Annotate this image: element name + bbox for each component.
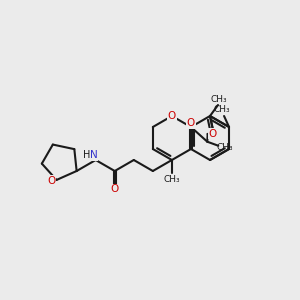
Text: CH₃: CH₃ <box>217 143 234 152</box>
Text: N: N <box>90 150 98 160</box>
Text: O: O <box>208 129 217 139</box>
Text: O: O <box>168 111 176 121</box>
Text: H: H <box>83 150 90 160</box>
Text: O: O <box>47 176 56 186</box>
Text: CH₃: CH₃ <box>164 175 180 184</box>
Text: CH₃: CH₃ <box>214 106 230 115</box>
Text: O: O <box>111 184 119 194</box>
Text: CH₃: CH₃ <box>211 94 227 103</box>
Text: O: O <box>187 118 195 128</box>
